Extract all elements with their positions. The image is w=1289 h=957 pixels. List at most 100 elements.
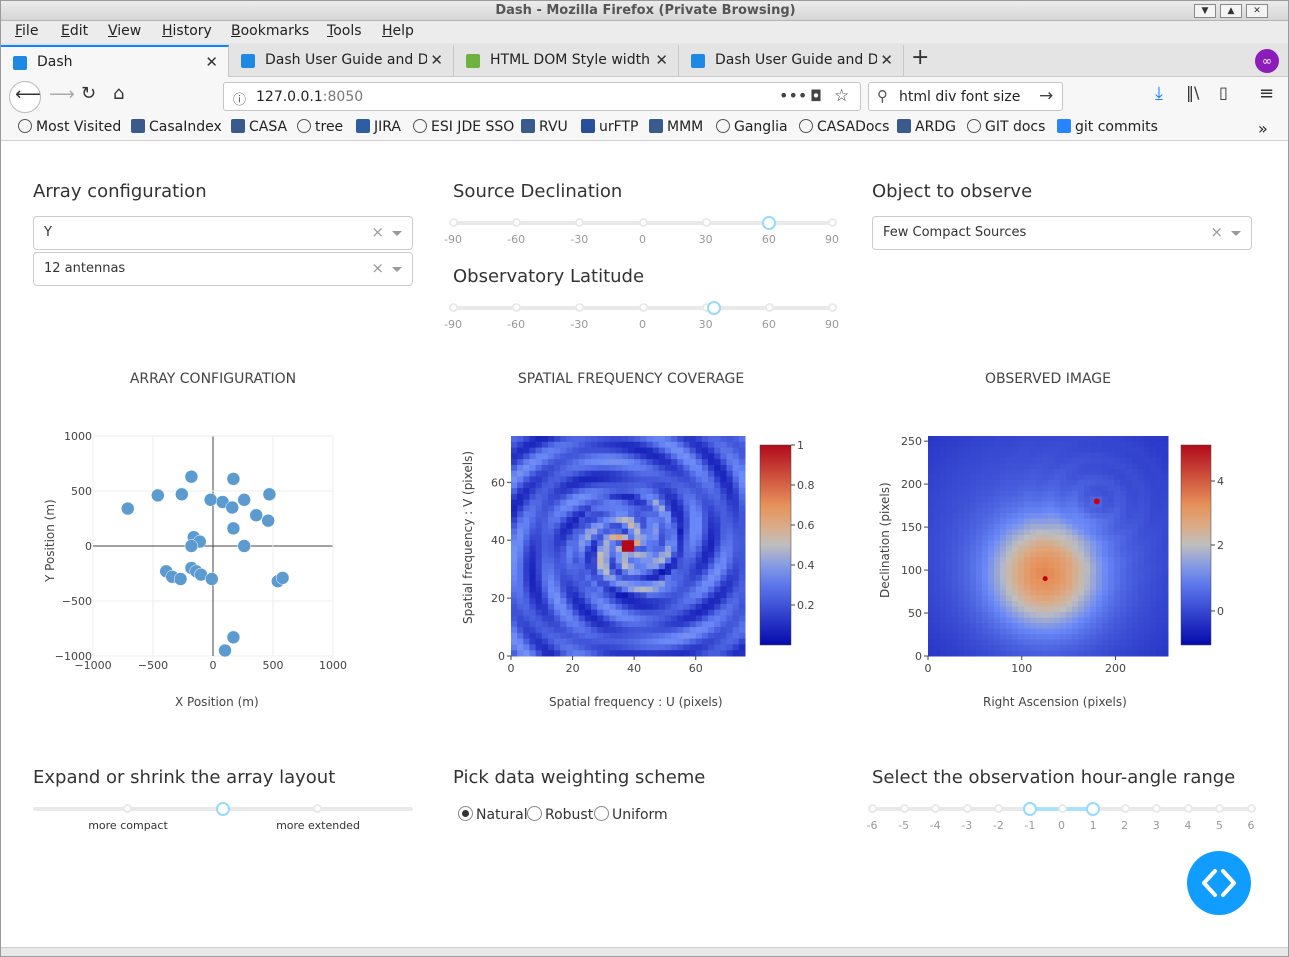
source-declination-slider[interactable]: -90 -60 -30 0 30 60 90 (444, 215, 839, 249)
radio-button[interactable] (594, 806, 609, 821)
minimize-button[interactable]: ▼ (1194, 4, 1216, 18)
heatmap-cell (689, 517, 697, 524)
heatmap-cell (1090, 491, 1097, 497)
bookmark-ganglia[interactable]: Ganglia (716, 119, 788, 135)
close-tab-icon[interactable]: ✕ (655, 51, 668, 69)
heatmap-cell (976, 606, 983, 613)
slider-handle[interactable] (1022, 802, 1037, 816)
bookmark-casadocs[interactable]: CASADocs (799, 119, 889, 135)
download-icon[interactable]: ⤓ (1155, 83, 1163, 104)
bookmark-rvu[interactable]: RVU (521, 119, 568, 135)
bookmark-ardg[interactable]: ARDG (897, 119, 956, 135)
url-bar[interactable]: ⓘ 127.0.0.1:8050 ••• ◘ ☆ (223, 82, 861, 111)
library-icon[interactable]: ‖\ (1186, 83, 1200, 102)
tab-dash-user-guide-1[interactable]: Dash User Guide and Doc ✕ (229, 45, 454, 77)
radio-button[interactable] (458, 806, 473, 821)
menu-edit[interactable]: Edit (61, 23, 89, 39)
heatmap-cell (597, 650, 604, 657)
page-actions-icon[interactable]: ••• (779, 86, 808, 105)
heatmap-cell (1090, 507, 1097, 514)
heatmap-cell (1024, 518, 1031, 525)
bookmark-mmm[interactable]: MMM (649, 119, 703, 135)
tab-dash-user-guide-2[interactable]: Dash User Guide and Doc ✕ (679, 45, 904, 77)
heatmap-cell (664, 493, 672, 501)
heatmap-cell (1162, 447, 1169, 453)
radio-uniform[interactable]: Uniform (594, 806, 668, 823)
code-toggle-button[interactable] (1187, 851, 1251, 915)
tab-dash[interactable]: Dash ✕ (1, 45, 229, 77)
radio-natural[interactable]: Natural (458, 806, 528, 823)
hamburger-menu-icon[interactable]: ≡ (1259, 83, 1275, 104)
array-layout-dropdown[interactable]: Y × (33, 216, 413, 250)
info-icon[interactable]: ⓘ (233, 93, 247, 108)
menu-bookmarks[interactable]: Bookmarks (231, 23, 310, 39)
clear-icon[interactable]: × (371, 223, 384, 241)
heatmap-cell (982, 634, 989, 640)
slider-handle[interactable] (1086, 802, 1101, 816)
new-tab-icon[interactable]: + (911, 45, 930, 70)
antennas-dropdown[interactable]: 12 antennas × (33, 252, 413, 286)
clear-icon[interactable]: × (371, 259, 384, 277)
heatmap-cell (958, 474, 965, 481)
heatmap-cell (640, 441, 647, 449)
close-tab-icon[interactable]: ✕ (430, 51, 443, 69)
chevron-down-icon[interactable] (392, 231, 402, 236)
close-tab-icon[interactable]: ✕ (880, 51, 893, 69)
forward-arrow-icon[interactable]: ⟶ (49, 84, 75, 105)
menu-file[interactable]: File (15, 23, 39, 39)
expand-heading: Expand or shrink the array layout (33, 767, 336, 788)
more-bookmarks-icon[interactable]: » (1258, 119, 1268, 138)
heatmap-cell (529, 493, 537, 501)
bookmark-esi-jde-sso[interactable]: ESI JDE SSO (413, 119, 514, 135)
menu-help[interactable]: Help (382, 23, 414, 39)
slider-handle[interactable] (216, 802, 230, 816)
radio-robust[interactable]: Robust (527, 806, 593, 823)
chevron-down-icon[interactable] (392, 267, 402, 272)
menu-view[interactable]: View (108, 23, 142, 39)
menu-tools[interactable]: Tools (327, 23, 362, 39)
pocket-icon[interactable]: ◘ (810, 87, 822, 105)
slider-mark: 30 (698, 233, 713, 246)
observatory-latitude-slider[interactable]: -90 -60 -30 0 30 60 90 (444, 300, 839, 334)
bookmark-casaindex[interactable]: CasaIndex (131, 119, 222, 135)
bookmark-git-commits[interactable]: git commits (1057, 119, 1158, 135)
horizontal-scrollbar[interactable] (1, 947, 1288, 956)
search-go-arrow-icon[interactable]: → (1039, 86, 1054, 106)
heatmap-cell (701, 522, 709, 530)
hour-angle-range-slider[interactable]: -6 -5 -4 -3 -2 -1 0 1 2 3 4 5 6 (867, 801, 1256, 835)
slider-handle[interactable] (761, 216, 776, 230)
tab-html-dom-style[interactable]: HTML DOM Style width P ✕ (454, 45, 679, 77)
slider-handle[interactable] (707, 301, 722, 315)
radio-button[interactable] (527, 806, 542, 821)
heatmap-cell (1102, 540, 1109, 547)
bookmark-tree[interactable]: tree (297, 119, 343, 135)
heatmap-cell (952, 529, 959, 536)
back-arrow-icon[interactable]: ⟵ (15, 84, 41, 105)
chevron-down-icon[interactable] (1231, 231, 1241, 236)
bookmark-casa[interactable]: CASA (231, 119, 287, 135)
heatmap-cell (634, 528, 641, 535)
bookmark-git-docs[interactable]: GIT docs (967, 119, 1045, 135)
object-dropdown[interactable]: Few Compact Sources × (872, 216, 1252, 250)
bookmark-most-visited[interactable]: Most Visited (18, 119, 121, 135)
search-bar[interactable]: ⚲ html div font size → (868, 82, 1063, 111)
bookmark-urftp[interactable]: urFTP (581, 119, 638, 135)
close-tab-icon[interactable]: ✕ (205, 53, 218, 71)
heatmap-cell (664, 453, 672, 460)
heatmap-cell (566, 464, 574, 472)
reload-icon[interactable]: ↻ (81, 83, 97, 104)
home-icon[interactable]: ⌂ (113, 83, 125, 104)
bookmark-jira[interactable]: JIRA (356, 119, 401, 135)
search-input[interactable]: html div font size (899, 89, 1021, 105)
bookmark-star-icon[interactable]: ☆ (834, 86, 850, 106)
close-window-button[interactable]: ✕ (1246, 4, 1268, 18)
sidebar-icon[interactable]: ▯ (1219, 83, 1228, 102)
expand-slider[interactable]: more compact more extended (33, 801, 413, 835)
menu-history[interactable]: History (162, 23, 212, 39)
maximize-button[interactable]: ▲ (1220, 4, 1242, 18)
heatmap-cell (658, 505, 666, 512)
clear-icon[interactable]: × (1210, 223, 1223, 241)
